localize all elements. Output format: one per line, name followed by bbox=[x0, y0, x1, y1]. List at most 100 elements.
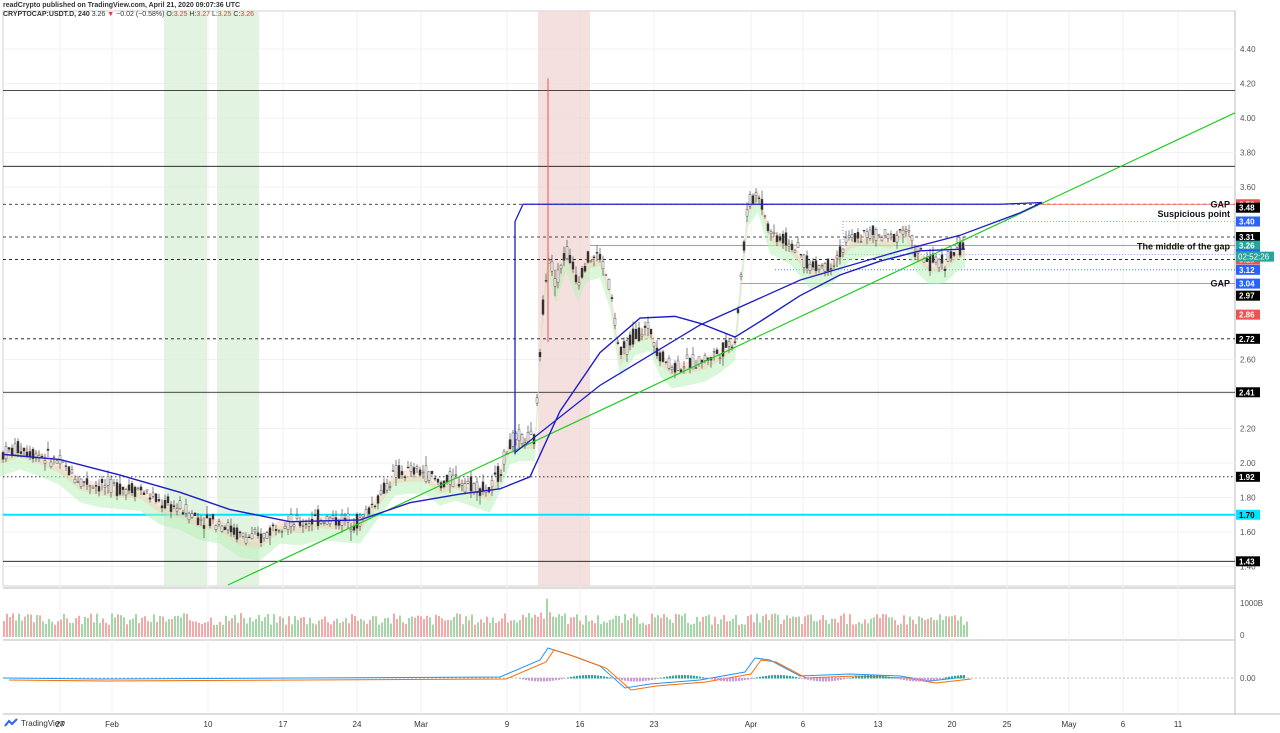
macd-histogram-bar bbox=[672, 675, 674, 679]
macd-histogram-bar bbox=[921, 678, 923, 682]
volume-bar bbox=[273, 614, 275, 637]
volume-bar bbox=[888, 617, 890, 637]
volume-bar bbox=[48, 618, 50, 637]
volume-bar bbox=[924, 620, 926, 637]
candle-body bbox=[895, 235, 899, 243]
macd-histogram-bar bbox=[930, 678, 932, 681]
candle-body bbox=[565, 246, 569, 259]
volume-bar bbox=[921, 617, 923, 637]
volume-bar bbox=[891, 617, 893, 637]
candle-body bbox=[511, 432, 515, 447]
candle-body bbox=[586, 251, 590, 263]
candle-body bbox=[307, 523, 311, 527]
volume-bar bbox=[432, 624, 434, 637]
volume-bar bbox=[396, 618, 398, 637]
macd-histogram-bar bbox=[609, 677, 611, 679]
candle-body bbox=[145, 489, 149, 492]
macd-histogram-bar bbox=[603, 676, 605, 679]
candle-body bbox=[529, 430, 533, 435]
volume-bar bbox=[240, 613, 242, 637]
price-tag-label: 2.72 bbox=[1239, 335, 1255, 344]
volume-bar bbox=[915, 624, 917, 637]
volume-bar bbox=[561, 615, 563, 637]
macd-histogram-bar bbox=[642, 678, 644, 682]
candle-body bbox=[712, 351, 716, 353]
volume-bar bbox=[684, 613, 686, 637]
volume-bar bbox=[333, 621, 335, 637]
macd-histogram-bar bbox=[876, 675, 878, 679]
macd-histogram-bar bbox=[819, 678, 821, 682]
candle-body bbox=[457, 484, 461, 487]
candle-body bbox=[1, 452, 5, 460]
candle-body bbox=[661, 351, 665, 362]
volume-bar bbox=[801, 624, 803, 637]
volume-bar bbox=[741, 623, 743, 637]
candle-body bbox=[652, 342, 656, 347]
candle-body bbox=[880, 237, 884, 242]
volume-bar bbox=[15, 620, 17, 637]
volume-bar bbox=[135, 614, 137, 637]
candle-body bbox=[154, 493, 158, 502]
candle-body bbox=[958, 241, 962, 256]
candle-body bbox=[391, 470, 395, 472]
candle-body bbox=[394, 465, 398, 478]
volume-bar bbox=[366, 623, 368, 637]
macd-histogram-bar bbox=[831, 678, 833, 682]
volume-bar bbox=[582, 624, 584, 637]
volume-bar bbox=[96, 613, 98, 637]
volume-bar bbox=[456, 613, 458, 637]
volume-bar bbox=[444, 620, 446, 637]
volume-bar bbox=[750, 614, 752, 637]
volume-bar bbox=[774, 613, 776, 637]
volume-bar bbox=[675, 613, 677, 637]
macd-histogram-bar bbox=[774, 675, 776, 679]
candle-body bbox=[595, 252, 599, 254]
volume-bar bbox=[627, 620, 629, 637]
candle-body bbox=[184, 504, 188, 514]
volume-bar bbox=[429, 617, 431, 637]
macd-histogram-bar bbox=[951, 676, 953, 679]
tradingview-logo[interactable]: TradingView bbox=[4, 718, 65, 728]
candle-body bbox=[664, 361, 668, 363]
volume-bar bbox=[132, 618, 134, 637]
x-tick-label: 27 bbox=[56, 720, 65, 729]
macd-histogram-bar bbox=[714, 678, 716, 681]
volume-bar bbox=[579, 620, 581, 637]
volume-bar bbox=[99, 623, 101, 637]
candle-body bbox=[436, 478, 440, 483]
candle-body bbox=[247, 536, 251, 539]
price-tag-label: 3.48 bbox=[1239, 204, 1255, 213]
macd-histogram-bar bbox=[636, 678, 638, 682]
macd-histogram-bar bbox=[663, 677, 665, 679]
volume-bar bbox=[933, 619, 935, 637]
candle-body bbox=[94, 485, 98, 487]
volume-bar bbox=[897, 624, 899, 637]
price-tag bbox=[1236, 264, 1260, 275]
candle-body bbox=[640, 333, 644, 337]
volume-bar bbox=[324, 616, 326, 637]
candle-body bbox=[25, 451, 29, 456]
volume-bar bbox=[912, 619, 914, 637]
candle-body bbox=[22, 448, 26, 452]
candle-body bbox=[220, 525, 224, 532]
volume-bar bbox=[165, 621, 167, 637]
volume-bar bbox=[342, 621, 344, 637]
candle-body bbox=[454, 474, 458, 476]
volume-bar bbox=[642, 622, 644, 637]
volume-bar bbox=[120, 615, 122, 637]
macd-histogram-bar bbox=[597, 675, 599, 679]
candle-body bbox=[286, 521, 290, 530]
volume-bar bbox=[576, 614, 578, 637]
candle-body bbox=[571, 261, 575, 270]
macd-histogram-bar bbox=[699, 676, 701, 679]
candle-body bbox=[139, 486, 143, 491]
volume-bar bbox=[453, 616, 455, 637]
volume-bar bbox=[102, 618, 104, 637]
volume-bar bbox=[411, 616, 413, 637]
candle-body bbox=[583, 266, 587, 272]
candle-body bbox=[277, 530, 281, 532]
volume-bar bbox=[564, 613, 566, 637]
volume-bar bbox=[42, 621, 44, 637]
x-tick-label: May bbox=[1061, 720, 1076, 729]
